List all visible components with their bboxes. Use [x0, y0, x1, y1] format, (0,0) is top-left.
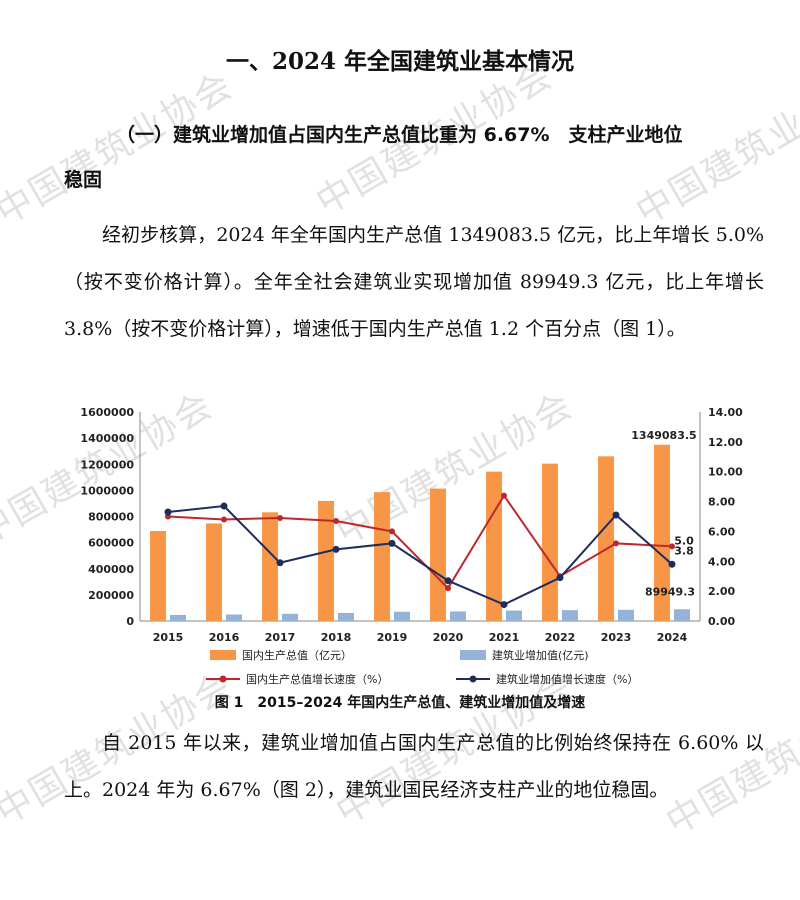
- y-left-tick-label: 800000: [88, 511, 134, 524]
- y-left-tick-label: 1400000: [80, 432, 134, 445]
- y-right-tick-label: 0.00: [708, 615, 735, 628]
- bar-construction: [562, 610, 578, 621]
- point-gdp-growth: [389, 528, 395, 535]
- point-gdp-growth: [501, 492, 507, 499]
- page-title: 一、2024 年全国建筑业基本情况: [225, 48, 575, 75]
- y-right-tick-label: 2.00: [708, 585, 735, 598]
- point-gdp-growth: [277, 514, 283, 521]
- paragraph-share: 自 2015 年以来，建筑业增加值占国内生产总值的比例始终保持在 6.60% 以…: [64, 732, 764, 801]
- data-label-gdp: 1349083.5: [631, 429, 696, 442]
- point-construction-growth: [500, 601, 508, 609]
- x-tick-label: 2024: [657, 631, 688, 644]
- y-left-tick-label: 0: [126, 615, 134, 628]
- y-right-tick-label: 6.00: [708, 525, 735, 538]
- point-construction-growth: [332, 545, 340, 553]
- point-construction-growth: [220, 502, 228, 510]
- section-heading-line2: 稳固: [64, 169, 103, 191]
- legend-label-construction-growth: 建筑业增加值增长速度（%）: [496, 672, 638, 686]
- y-right-tick-label: 4.00: [708, 555, 735, 568]
- legend-label-construction: 建筑业增加值(亿元): [492, 648, 589, 662]
- bar-gdp: [486, 471, 502, 621]
- y-left-tick-label: 1600000: [80, 406, 134, 419]
- bar-gdp: [654, 444, 670, 621]
- y-left-tick-label: 1200000: [80, 458, 134, 471]
- bar-gdp: [430, 488, 446, 621]
- bar-construction: [226, 614, 242, 621]
- point-construction-growth: [276, 559, 284, 567]
- x-tick-label: 2020: [433, 631, 464, 644]
- legend-label-gdp-growth: 国内生产总值增长速度（%）: [246, 672, 388, 686]
- section-heading-line1: （一）建筑业增加值占国内生产总值比重为 6.67% 支柱产业地位: [116, 124, 683, 146]
- gdp-construction-chart: 0 200000 400000 600000 800000 1000000 1200000 1…: [60, 398, 760, 728]
- bar-gdp: [598, 456, 614, 621]
- bar-construction: [506, 610, 522, 621]
- line-gdp-growth: [167, 493, 673, 590]
- bar-gdp: [262, 512, 278, 621]
- data-label-gdp-growth: 5.0: [674, 534, 694, 547]
- point-construction-growth: [388, 539, 396, 547]
- x-tick-label: 2015: [153, 631, 184, 644]
- y-right-tick-label: 14.00: [708, 406, 743, 419]
- point-gdp-growth: [333, 517, 339, 524]
- bar-construction: [394, 611, 410, 621]
- bar-gdp: [150, 531, 166, 621]
- line-construction-growth: [167, 505, 673, 606]
- x-tick-label: 2016: [209, 631, 240, 644]
- y-left-tick-label: 600000: [88, 537, 134, 550]
- legend-swatch-construction: [460, 650, 486, 660]
- bar-gdp: [318, 500, 334, 621]
- y-right-tick-label: 10.00: [708, 466, 743, 479]
- point-construction-growth: [612, 511, 620, 519]
- section-heading: （一）建筑业增加值占国内生产总值比重为 6.67% 支柱产业地位 稳固: [64, 113, 764, 203]
- bar-construction: [338, 612, 354, 621]
- x-tick-label: 2023: [601, 631, 632, 644]
- chart-svg: 0 200000 400000 600000 800000 1000000 1200000 1…: [80, 406, 743, 686]
- bar-gdp: [542, 463, 558, 621]
- y-right-tick-label: 12.00: [708, 436, 743, 449]
- point-construction-growth: [164, 508, 172, 516]
- bar-gdp: [206, 523, 222, 621]
- bar-construction: [674, 609, 690, 621]
- legend-swatch-gdp: [210, 650, 236, 660]
- point-gdp-growth: [445, 585, 451, 592]
- x-tick-label: 2021: [489, 631, 520, 644]
- bar-construction: [282, 613, 298, 621]
- x-tick-label: 2022: [545, 631, 576, 644]
- x-tick-label: 2017: [265, 631, 296, 644]
- point-gdp-growth: [221, 516, 227, 523]
- figure-caption: 图 1 2015–2024 年国内生产总值、建筑业增加值及增速: [214, 695, 586, 711]
- point-construction-growth: [444, 577, 452, 585]
- data-label-construction: 89949.3: [645, 585, 695, 598]
- legend-marker-construction-growth: [469, 675, 477, 683]
- point-construction-growth: [668, 560, 676, 568]
- bar-construction: [450, 611, 466, 621]
- legend-label-gdp: 国内生产总值（亿元）: [242, 648, 352, 662]
- x-tick-label: 2019: [377, 631, 408, 644]
- x-tick-label: 2018: [321, 631, 352, 644]
- y-right-tick-label: 8.00: [708, 496, 735, 509]
- legend-marker-gdp-growth: [219, 675, 227, 683]
- point-gdp-growth: [669, 543, 675, 550]
- y-left-tick-label: 400000: [88, 563, 134, 576]
- paragraph-gdp-summary: 经初步核算，2024 年全年国内生产总值 1349083.5 亿元，比上年增长 …: [64, 224, 764, 340]
- bar-construction: [170, 614, 186, 621]
- bar-construction: [618, 609, 634, 621]
- data-label-construction-growth: 3.8: [674, 544, 694, 557]
- y-left-tick-label: 200000: [88, 589, 134, 602]
- bar-gdp: [374, 492, 390, 621]
- y-left-tick-label: 1000000: [80, 484, 134, 497]
- point-gdp-growth: [613, 540, 619, 547]
- point-construction-growth: [556, 574, 564, 582]
